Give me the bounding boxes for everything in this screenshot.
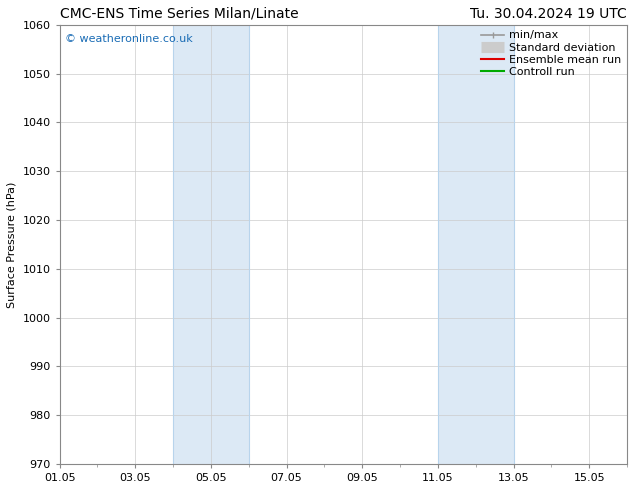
Legend: min/max, Standard deviation, Ensemble mean run, Controll run: min/max, Standard deviation, Ensemble me… xyxy=(479,28,624,79)
Y-axis label: Surface Pressure (hPa): Surface Pressure (hPa) xyxy=(7,181,17,308)
Text: Tu. 30.04.2024 19 UTC: Tu. 30.04.2024 19 UTC xyxy=(470,7,627,21)
Text: CMC-ENS Time Series Milan/Linate: CMC-ENS Time Series Milan/Linate xyxy=(60,7,298,21)
Bar xyxy=(173,25,249,464)
Bar xyxy=(438,25,514,464)
Text: © weatheronline.co.uk: © weatheronline.co.uk xyxy=(65,34,193,44)
